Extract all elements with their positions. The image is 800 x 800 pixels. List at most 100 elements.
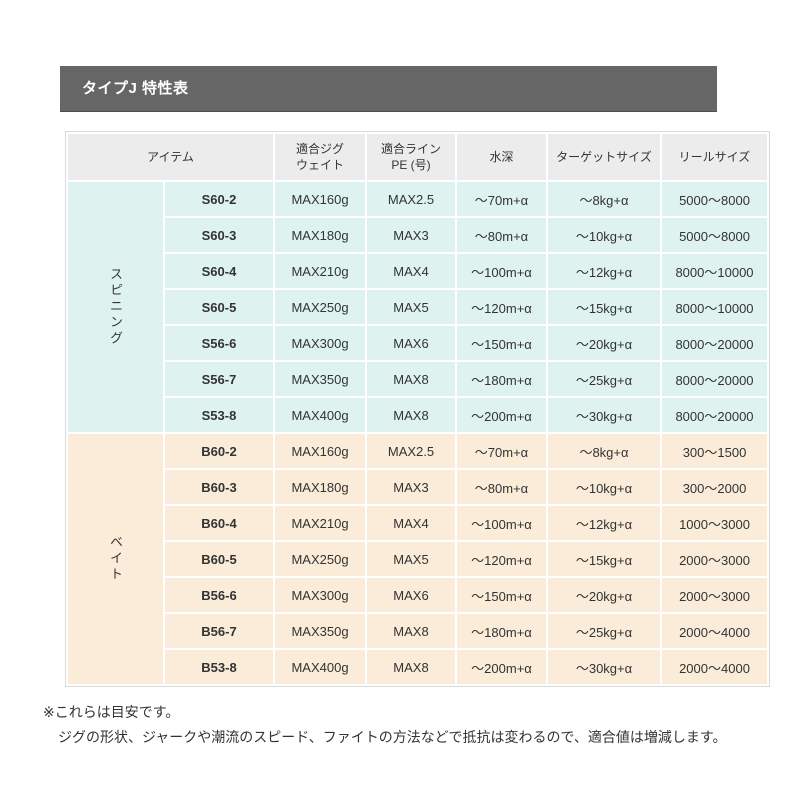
value-cell: MAX8 bbox=[365, 612, 457, 650]
value-cell: 8000～20000 bbox=[660, 324, 769, 362]
value-cell: ～12kg+α bbox=[546, 504, 662, 542]
header-jig-weight: 適合ジグ ウェイト bbox=[273, 132, 367, 182]
section-title: タイプJ 特性表 bbox=[82, 80, 189, 97]
item-cell: S53-8 bbox=[163, 396, 275, 434]
value-cell: ～25kg+α bbox=[546, 612, 662, 650]
header-target-size: ターゲットサイズ bbox=[546, 132, 662, 182]
header-line-pe: 適合ライン PE (号) bbox=[365, 132, 457, 182]
value-cell: MAX5 bbox=[365, 288, 457, 326]
value-cell: MAX8 bbox=[365, 396, 457, 434]
value-cell: 5000～8000 bbox=[660, 180, 769, 218]
table-row: S60-5 MAX250g MAX5 ～120m+α ～15kg+α 8000～10000 bbox=[67, 288, 769, 326]
footnote-line: ジグの形状、ジャークや潮流のスピード、ファイトの方法などで抵抗は変わるので、適合… bbox=[58, 729, 727, 746]
value-cell: 8000～20000 bbox=[660, 396, 769, 434]
table-row: S60-4 MAX210g MAX4 ～100m+α ～12kg+α 8000～10000 bbox=[67, 252, 769, 290]
value-cell: 300～2000 bbox=[660, 468, 769, 506]
value-cell: ～80m+α bbox=[455, 468, 548, 506]
value-cell: MAX2.5 bbox=[365, 432, 457, 470]
table-header: アイテム 適合ジグ ウェイト 適合ライン PE (号) 水深 ターゲットサイズ … bbox=[66, 132, 769, 182]
value-cell: ～150m+α bbox=[455, 324, 548, 362]
section-title-bar: タイプJ 特性表 bbox=[60, 66, 717, 112]
item-cell: S56-7 bbox=[163, 360, 275, 398]
value-cell: MAX250g bbox=[273, 288, 367, 326]
table-row: スピニング S60-2 MAX160g MAX2.5 ～70m+α ～8kg+α 5000～… bbox=[66, 180, 769, 434]
value-cell: ～20kg+α bbox=[546, 324, 662, 362]
value-cell: MAX4 bbox=[365, 504, 457, 542]
header-depth: 水深 bbox=[455, 132, 548, 182]
spec-table: アイテム 適合ジグ ウェイト 適合ライン PE (号) 水深 ターゲットサイズ … bbox=[66, 132, 769, 686]
value-cell: MAX8 bbox=[365, 648, 457, 686]
item-cell: B60-5 bbox=[163, 540, 275, 578]
value-cell: ～12kg+α bbox=[546, 252, 662, 290]
table-row: B60-5 MAX250g MAX5 ～120m+α ～15kg+α 2000～3000 bbox=[67, 540, 769, 578]
item-cell: S60-5 bbox=[163, 288, 275, 326]
table-row: B56-7 MAX350g MAX8 ～180m+α ～25kg+α 2000～4000 bbox=[67, 612, 769, 650]
value-cell: ～180m+α bbox=[455, 360, 548, 398]
value-cell: MAX8 bbox=[365, 360, 457, 398]
value-cell: MAX300g bbox=[273, 576, 367, 614]
value-cell: 2000～3000 bbox=[660, 540, 769, 578]
value-cell: ～200m+α bbox=[455, 396, 548, 434]
table-row: S53-8 MAX400g MAX8 ～200m+α ～30kg+α 8000～20000 bbox=[67, 396, 769, 434]
value-cell: MAX5 bbox=[365, 540, 457, 578]
value-cell: ～30kg+α bbox=[546, 648, 662, 686]
item-cell: S56-6 bbox=[163, 324, 275, 362]
item-cell: B60-3 bbox=[163, 468, 275, 506]
value-cell: MAX180g bbox=[273, 216, 367, 254]
value-cell: ～30kg+α bbox=[546, 396, 662, 434]
value-cell: MAX300g bbox=[273, 324, 367, 362]
value-cell: MAX180g bbox=[273, 468, 367, 506]
value-cell: 2000～4000 bbox=[660, 612, 769, 650]
table-row: B60-4 MAX210g MAX4 ～100m+α ～12kg+α 1000～3000 bbox=[67, 504, 769, 542]
group-label-spinning: スピニング bbox=[66, 180, 165, 434]
value-cell: 5000～8000 bbox=[660, 216, 769, 254]
item-cell: S60-4 bbox=[163, 252, 275, 290]
value-cell: ～25kg+α bbox=[546, 360, 662, 398]
value-cell: MAX4 bbox=[365, 252, 457, 290]
value-cell: ～180m+α bbox=[455, 612, 548, 650]
value-cell: 8000～10000 bbox=[660, 288, 769, 326]
value-cell: ～15kg+α bbox=[546, 540, 662, 578]
value-cell: ～100m+α bbox=[455, 252, 548, 290]
value-cell: MAX210g bbox=[273, 252, 367, 290]
table-body: スピニング S60-2 MAX160g MAX2.5 ～70m+α ～8kg+α 5000～… bbox=[66, 180, 769, 686]
value-cell: ～8kg+α bbox=[546, 180, 662, 218]
value-cell: 8000～20000 bbox=[660, 360, 769, 398]
value-cell: ～120m+α bbox=[455, 288, 548, 326]
value-cell: ～120m+α bbox=[455, 540, 548, 578]
value-cell: MAX3 bbox=[365, 216, 457, 254]
value-cell: ～20kg+α bbox=[546, 576, 662, 614]
value-cell: MAX6 bbox=[365, 576, 457, 614]
value-cell: 2000～4000 bbox=[660, 648, 769, 686]
item-cell: S60-2 bbox=[163, 180, 275, 218]
header-reel-size: リールサイズ bbox=[660, 132, 769, 182]
value-cell: 1000～3000 bbox=[660, 504, 769, 542]
header-item: アイテム bbox=[66, 132, 275, 182]
value-cell: ～80m+α bbox=[455, 216, 548, 254]
value-cell: MAX3 bbox=[365, 468, 457, 506]
value-cell: MAX2.5 bbox=[365, 180, 457, 218]
value-cell: MAX400g bbox=[273, 396, 367, 434]
value-cell: ～70m+α bbox=[455, 432, 548, 470]
item-cell: B60-4 bbox=[163, 504, 275, 542]
table-row: S56-7 MAX350g MAX8 ～180m+α ～25kg+α 8000～20000 bbox=[67, 360, 769, 398]
value-cell: 2000～3000 bbox=[660, 576, 769, 614]
header-row: アイテム 適合ジグ ウェイト 適合ライン PE (号) 水深 ターゲットサイズ … bbox=[66, 132, 769, 182]
item-cell: B56-6 bbox=[163, 576, 275, 614]
value-cell: 300～1500 bbox=[660, 432, 769, 470]
table-row: ベイト B60-2 MAX160g MAX2.5 ～70m+α ～8kg+α 300～150… bbox=[66, 432, 769, 686]
item-cell: S60-3 bbox=[163, 216, 275, 254]
table-row: B53-8 MAX400g MAX8 ～200m+α ～30kg+α 2000～4000 bbox=[67, 648, 769, 686]
table-row: B60-3 MAX180g MAX3 ～80m+α ～10kg+α 300～2000 bbox=[67, 468, 769, 506]
table-row: S56-6 MAX300g MAX6 ～150m+α ～20kg+α 8000～20000 bbox=[67, 324, 769, 362]
value-cell: MAX210g bbox=[273, 504, 367, 542]
value-cell: MAX400g bbox=[273, 648, 367, 686]
item-cell: B60-2 bbox=[163, 432, 275, 470]
value-cell: ～200m+α bbox=[455, 648, 548, 686]
value-cell: ～100m+α bbox=[455, 504, 548, 542]
table-row: S60-3 MAX180g MAX3 ～80m+α ～10kg+α 5000～8000 bbox=[67, 216, 769, 254]
item-cell: B56-7 bbox=[163, 612, 275, 650]
value-cell: ～15kg+α bbox=[546, 288, 662, 326]
item-cell: B53-8 bbox=[163, 648, 275, 686]
value-cell: 8000～10000 bbox=[660, 252, 769, 290]
